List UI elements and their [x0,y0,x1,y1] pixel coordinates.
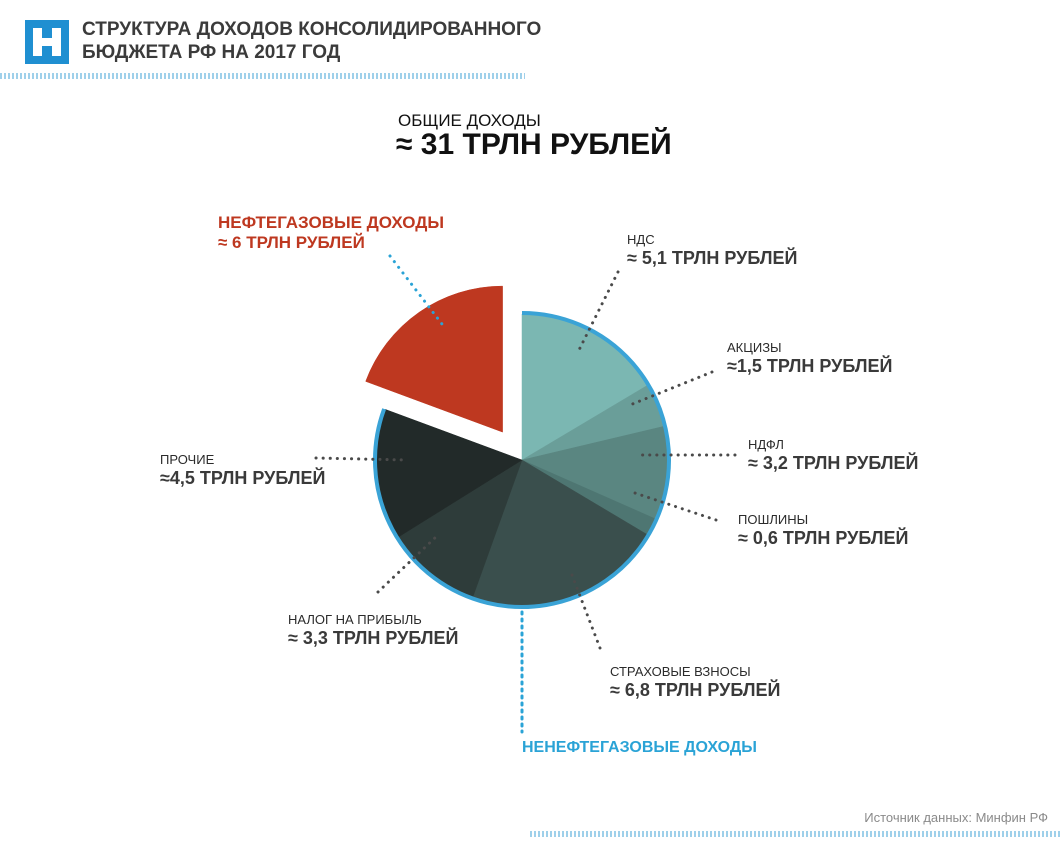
leader-line [376,533,440,594]
leader-line [576,270,620,354]
leader-line [633,491,718,522]
logo [25,20,69,64]
slice-label: ПРОЧИЕ [160,452,215,467]
slice-label: НДС [627,232,655,247]
slice-label: СТРАХОВЫЕ ВЗНОСЫ [610,664,751,679]
leader-line [570,573,602,650]
group-outline [373,311,671,609]
value-label: ≈ 3,3 ТРЛН РУБЛЕЙ [288,627,458,648]
leader-line [628,370,714,407]
value-label: ≈ 0,6 ТРЛН РУБЛЕЙ [738,527,908,548]
slice-label: НДФЛ [748,437,784,452]
value-label: ≈ 6 ТРЛН РУБЛЕЙ [218,233,365,252]
value-label: ≈ 3,2 ТРЛН РУБЛЕЙ [748,452,918,473]
leader-line [314,456,410,462]
source: Источник данных: Минфин РФ [864,810,1048,825]
title-line: БЮДЖЕТА РФ НА 2017 ГОД [82,42,341,63]
total-label: ОБЩИЕ ДОХОДЫ [398,111,541,130]
slice-label: ПОШЛИНЫ [738,512,808,527]
pie-slice [365,285,503,433]
value-label: ≈ 5,1 ТРЛН РУБЛЕЙ [627,247,797,268]
slice-label: АКЦИЗЫ [727,340,782,355]
value-label: ≈1,5 ТРЛН РУБЛЕЙ [727,355,892,376]
slice-label: НЕФТЕГАЗОВЫЕ ДОХОДЫ [218,213,444,232]
value-label: ≈4,5 ТРЛН РУБЛЕЙ [160,467,325,488]
value-label: ≈ 6,8 ТРЛН РУБЛЕЙ [610,679,780,700]
slice-label: НАЛОГ НА ПРИБЫЛЬ [288,612,422,627]
group-label: НЕНЕФТЕГАЗОВЫЕ ДОХОДЫ [522,739,757,756]
total-value: ≈ 31 ТРЛН РУБЛЕЙ [396,127,672,161]
title-line: СТРУКТУРА ДОХОДОВ КОНСОЛИДИРОВАННОГО [82,19,541,40]
leader-line [388,254,447,330]
